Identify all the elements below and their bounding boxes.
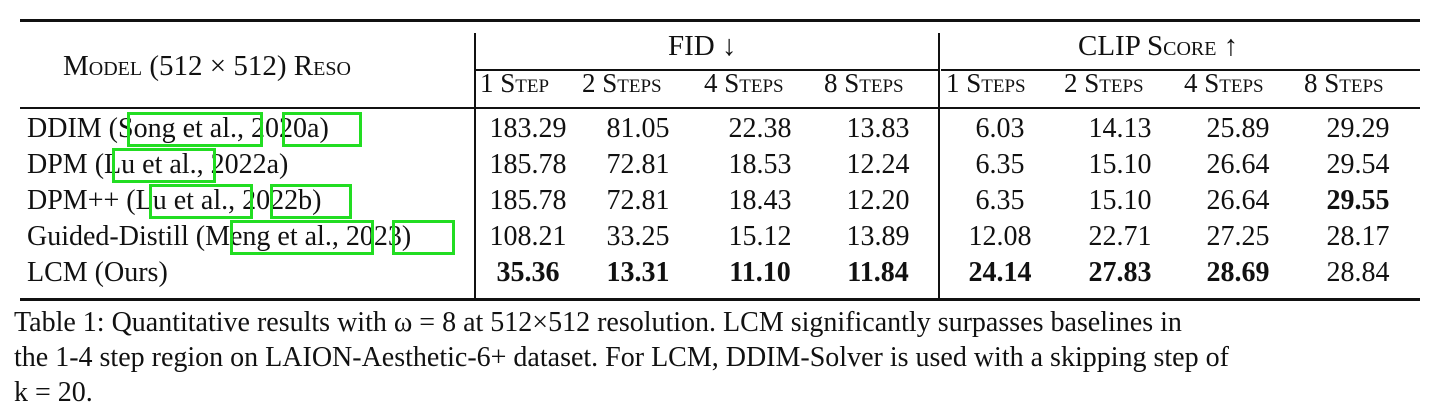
table-caption-line-3: k = 20. xyxy=(14,377,93,408)
citation-box[interactable] xyxy=(149,184,253,219)
model-name: DDIM xyxy=(27,113,102,144)
clip-cell: 28.84 xyxy=(1326,257,1390,288)
fid-cell: 185.78 xyxy=(489,149,567,180)
fid-subheader-rule xyxy=(474,69,938,71)
clip-cell: 14.13 xyxy=(1088,113,1152,144)
model-name: DPM xyxy=(27,149,88,180)
clip-cell: 12.08 xyxy=(968,221,1032,252)
top-rule xyxy=(20,19,1420,22)
fid-cell: 33.25 xyxy=(606,221,670,252)
clip-cell-best: 28.69 xyxy=(1206,257,1270,288)
fid-cell: 12.20 xyxy=(846,185,910,216)
citation-box[interactable] xyxy=(112,148,216,183)
fid-header: FID ↓ xyxy=(668,30,737,62)
fid-cell: 108.21 xyxy=(489,221,567,252)
fid-cell: 185.78 xyxy=(489,185,567,216)
citation-box[interactable] xyxy=(127,112,263,147)
clip-step-2: 2 Steps xyxy=(1064,68,1144,98)
vertical-rule-mid xyxy=(938,33,940,298)
clip-cell-best: 24.14 xyxy=(968,257,1032,288)
clip-cell: 29.54 xyxy=(1326,149,1390,180)
fid-cell: 72.81 xyxy=(606,185,670,216)
bottom-rule xyxy=(20,298,1420,301)
table-caption-line-1: Table 1: Quantitative results with ω = 8… xyxy=(14,307,1182,338)
citation-box[interactable] xyxy=(282,112,362,147)
clip-cell: 28.17 xyxy=(1326,221,1390,252)
fid-cell-best: 11.10 xyxy=(729,257,791,288)
clip-cell: 15.10 xyxy=(1088,185,1152,216)
fid-cell: 13.83 xyxy=(846,113,910,144)
citation-box[interactable] xyxy=(392,220,455,255)
fid-step-2: 2 Steps xyxy=(582,68,662,98)
fid-step-4: 4 Steps xyxy=(704,68,784,98)
cite-year[interactable]: 2022b xyxy=(242,185,313,216)
fid-step-1: 1 Step xyxy=(480,68,550,98)
fid-cell: 13.89 xyxy=(846,221,910,252)
clip-cell: 6.35 xyxy=(975,185,1025,216)
fid-cell-best: 35.36 xyxy=(496,257,560,288)
fid-cell: 22.38 xyxy=(728,113,792,144)
vertical-rule-left xyxy=(474,33,476,298)
clip-step-1: 1 Steps xyxy=(946,68,1026,98)
cite-year[interactable]: 2022a xyxy=(210,149,279,180)
clip-cell: 22.71 xyxy=(1088,221,1152,252)
clip-step-4: 4 Steps xyxy=(1184,68,1264,98)
model-name: Guided-Distill xyxy=(27,221,189,252)
fid-cell: 183.29 xyxy=(489,113,567,144)
model-name: DPM++ xyxy=(27,185,120,216)
clip-cell: 25.89 xyxy=(1206,113,1270,144)
fid-cell: 18.53 xyxy=(728,149,792,180)
fid-step-8: 8 Steps xyxy=(824,68,904,98)
fid-cell-best: 13.31 xyxy=(606,257,670,288)
row-label-lcm: LCM (Ours) xyxy=(27,257,168,288)
fid-cell: 81.05 xyxy=(606,113,670,144)
fid-cell: 18.43 xyxy=(728,185,792,216)
clip-cell: 29.29 xyxy=(1326,113,1390,144)
clip-header: CLIP Score ↑ xyxy=(1078,30,1239,62)
header-rule xyxy=(20,107,1420,109)
clip-cell: 15.10 xyxy=(1088,149,1152,180)
clip-cell: 26.64 xyxy=(1206,149,1270,180)
citation-box[interactable] xyxy=(270,184,352,219)
fid-cell: 12.24 xyxy=(846,149,910,180)
fid-cell-best: 11.84 xyxy=(847,257,909,288)
row-label-dpmpp: DPM++ (Lu et al., 2022b) xyxy=(27,185,322,216)
cite-author[interactable]: Meng et al xyxy=(205,221,325,252)
fid-cell: 15.12 xyxy=(728,221,792,252)
model-header: Model (512 × 512) Reso xyxy=(63,50,351,82)
clip-cell: 26.64 xyxy=(1206,185,1270,216)
clip-cell: 6.03 xyxy=(975,113,1025,144)
clip-subheader-rule xyxy=(941,69,1420,71)
row-label-ddim: DDIM (Song et al., 2020a) xyxy=(27,113,329,144)
cite-author[interactable]: Song et al xyxy=(118,113,230,144)
clip-step-8: 8 Steps xyxy=(1304,68,1384,98)
row-label-dpm: DPM (Lu et al., 2022a) xyxy=(27,149,289,180)
clip-cell-best: 29.55 xyxy=(1326,185,1390,216)
cite-author[interactable]: Lu et al xyxy=(104,149,190,180)
clip-cell-best: 27.83 xyxy=(1088,257,1152,288)
clip-cell: 27.25 xyxy=(1206,221,1270,252)
fid-cell: 72.81 xyxy=(606,149,670,180)
table-caption-line-2: the 1-4 step region on LAION-Aesthetic-6… xyxy=(14,342,1229,373)
citation-box[interactable] xyxy=(230,220,374,255)
clip-cell: 6.35 xyxy=(975,149,1025,180)
